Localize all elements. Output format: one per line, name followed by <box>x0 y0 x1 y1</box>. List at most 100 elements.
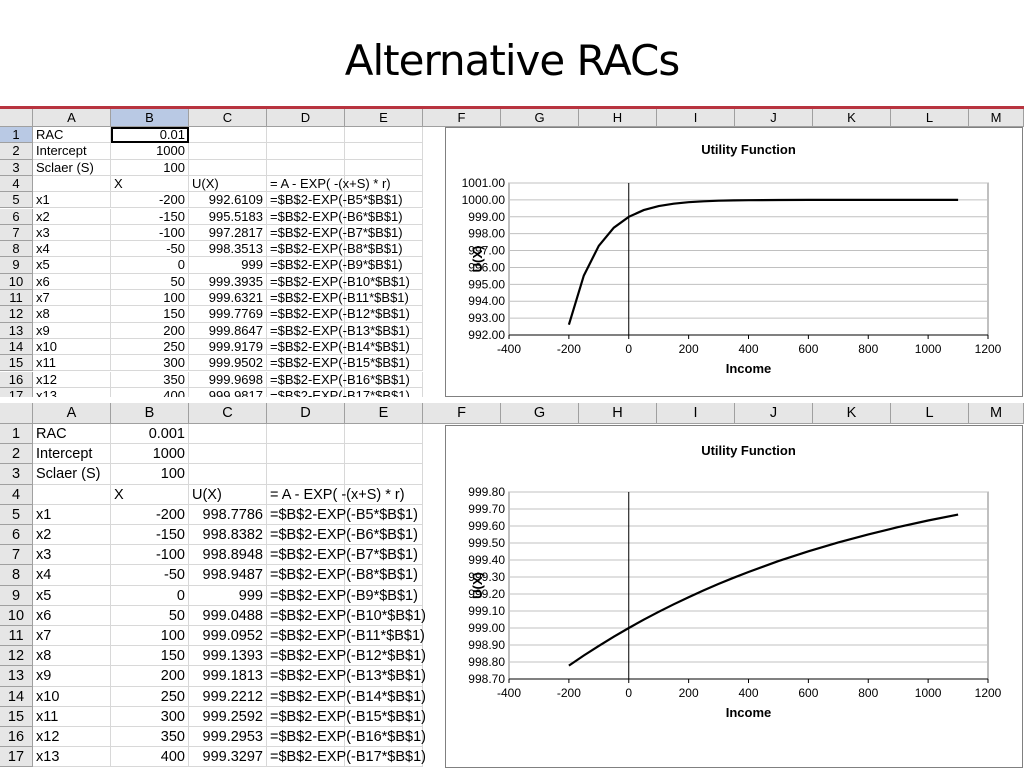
cell-empty[interactable] <box>345 159 423 176</box>
row-header[interactable]: 17 <box>0 387 33 397</box>
cell-formula[interactable] <box>267 444 345 465</box>
cell-empty[interactable] <box>345 464 423 485</box>
cell-label[interactable]: x10 <box>33 338 111 356</box>
column-header-b[interactable]: B <box>111 109 189 127</box>
cell-empty[interactable] <box>345 387 423 397</box>
row-header[interactable]: 15 <box>0 706 33 727</box>
row-header[interactable]: 10 <box>0 273 33 290</box>
row-header[interactable]: 2 <box>0 444 33 465</box>
utility-chart-top[interactable]: Utility Function 992.00 993.00 994.00 995.00… <box>445 127 1023 397</box>
column-header-f[interactable]: F <box>423 109 501 127</box>
cell-value-x[interactable]: 100 <box>111 626 189 647</box>
column-header-e[interactable]: E <box>345 109 423 127</box>
cell-label[interactable] <box>33 484 111 505</box>
cell-utility[interactable]: 998.7786 <box>189 504 267 525</box>
cell-value-x[interactable]: 300 <box>111 706 189 727</box>
cell-formula[interactable]: =$B$2-EXP(-B16*$B$1) <box>267 371 410 388</box>
cell-value-x[interactable]: X <box>111 175 189 193</box>
cell-empty[interactable] <box>345 338 423 356</box>
cell-empty[interactable] <box>345 424 423 445</box>
column-header-g[interactable]: G <box>501 109 579 127</box>
row-header[interactable]: 7 <box>0 545 33 566</box>
cell-empty[interactable] <box>345 371 423 388</box>
cell-label[interactable]: x12 <box>33 371 111 388</box>
cell-formula[interactable]: =$B$2-EXP(-B11*$B$1) <box>267 626 425 647</box>
cell-value-x[interactable]: -150 <box>111 208 189 225</box>
cell-formula[interactable]: =$B$2-EXP(-B14*$B$1) <box>267 338 410 356</box>
cell-formula[interactable]: =$B$2-EXP(-B8*$B$1) <box>267 565 418 586</box>
cell-utility[interactable]: 999.1393 <box>189 646 267 667</box>
cell-value-x[interactable]: 1000 <box>111 143 189 160</box>
cell-empty[interactable] <box>345 545 423 566</box>
row-header[interactable]: 1 <box>0 424 33 445</box>
cell-formula[interactable]: =$B$2-EXP(-B11*$B$1) <box>267 290 409 307</box>
column-header-l[interactable]: L <box>891 403 969 424</box>
cell-empty[interactable] <box>345 208 423 225</box>
cell-label[interactable]: Intercept <box>33 143 111 160</box>
row-header[interactable]: 8 <box>0 565 33 586</box>
cell-utility[interactable] <box>189 159 267 176</box>
row-header[interactable]: 2 <box>0 143 33 160</box>
cell-value-x[interactable]: 1000 <box>111 444 189 465</box>
cell-label[interactable]: x7 <box>33 290 111 307</box>
cell-label[interactable]: x11 <box>33 355 111 372</box>
cell-formula[interactable]: =$B$2-EXP(-B10*$B$1) <box>267 605 426 626</box>
cell-utility[interactable]: 992.6109 <box>189 192 267 209</box>
cell-formula[interactable]: =$B$2-EXP(-B15*$B$1) <box>267 355 410 372</box>
cell-utility[interactable]: U(X) <box>189 175 267 193</box>
cell-empty[interactable] <box>345 747 423 768</box>
cell-formula[interactable] <box>267 424 345 445</box>
cell-label[interactable]: x9 <box>33 322 111 339</box>
cell-value-x[interactable]: X <box>111 484 189 505</box>
cell-value-x[interactable]: 0 <box>111 585 189 606</box>
cell-formula[interactable] <box>267 159 345 176</box>
row-header[interactable]: 16 <box>0 371 33 388</box>
cell-utility[interactable]: 999.0952 <box>189 626 267 647</box>
cell-utility[interactable]: 999.3297 <box>189 747 267 768</box>
cell-empty[interactable] <box>345 192 423 209</box>
row-header[interactable]: 17 <box>0 747 33 768</box>
cell-utility[interactable]: 999.1813 <box>189 666 267 687</box>
cell-label[interactable]: x4 <box>33 565 111 586</box>
cell-utility[interactable]: 999.9817 <box>189 387 267 397</box>
cell-value-x[interactable]: -200 <box>111 504 189 525</box>
row-header[interactable]: 5 <box>0 192 33 209</box>
cell-formula[interactable]: =$B$2-EXP(-B7*$B$1) <box>267 224 403 242</box>
cell-label[interactable]: x3 <box>33 545 111 566</box>
cell-empty[interactable] <box>345 273 423 290</box>
cell-label[interactable]: Sclaer (S) <box>33 159 111 176</box>
row-header[interactable]: 9 <box>0 585 33 606</box>
cell-utility[interactable]: 999.2953 <box>189 727 267 748</box>
cell-value-x[interactable]: 100 <box>111 464 189 485</box>
column-header-h[interactable]: H <box>579 403 657 424</box>
row-header[interactable]: 13 <box>0 322 33 339</box>
column-header-d[interactable]: D <box>267 109 345 127</box>
cell-label[interactable]: x12 <box>33 727 111 748</box>
cell-label[interactable]: x6 <box>33 273 111 290</box>
cell-value-x[interactable]: 100 <box>111 159 189 176</box>
cell-empty[interactable] <box>345 306 423 323</box>
cell-value-x[interactable]: -50 <box>111 565 189 586</box>
cell-utility[interactable]: 999.2212 <box>189 686 267 707</box>
cell-label[interactable]: x11 <box>33 706 111 727</box>
cell-value-x[interactable]: 200 <box>111 322 189 339</box>
cell-value-x[interactable]: -50 <box>111 241 189 258</box>
cell-empty[interactable] <box>345 322 423 339</box>
column-header-b[interactable]: B <box>111 403 189 424</box>
row-header[interactable]: 14 <box>0 338 33 356</box>
cell-formula[interactable]: =$B$2-EXP(-B9*$B$1) <box>267 257 403 274</box>
cell-value-x[interactable]: 0 <box>111 257 189 274</box>
cell-value-x[interactable]: 0.01 <box>111 127 189 144</box>
row-header[interactable]: 11 <box>0 626 33 647</box>
cell-empty[interactable] <box>345 646 423 667</box>
cell-formula[interactable]: =$B$2-EXP(-B8*$B$1) <box>267 241 403 258</box>
cell-value-x[interactable]: 400 <box>111 747 189 768</box>
cell-formula[interactable] <box>267 464 345 485</box>
cell-value-x[interactable]: 100 <box>111 290 189 307</box>
cell-utility[interactable]: 999 <box>189 585 267 606</box>
cell-formula[interactable]: =$B$2-EXP(-B5*$B$1) <box>267 192 403 209</box>
row-header[interactable]: 11 <box>0 290 33 307</box>
cell-empty[interactable] <box>345 175 423 193</box>
cell-empty[interactable] <box>345 127 423 144</box>
cell-utility[interactable]: 999.3935 <box>189 273 267 290</box>
